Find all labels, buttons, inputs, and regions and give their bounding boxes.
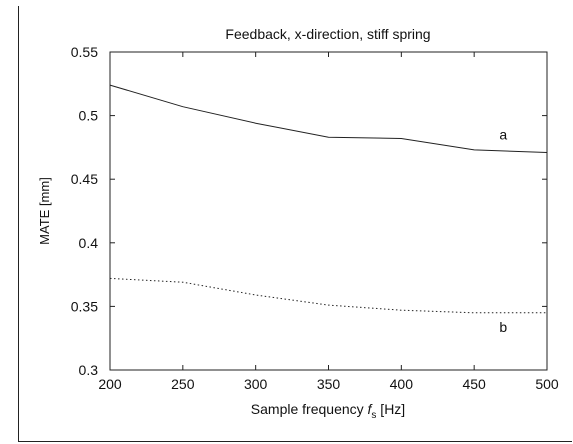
axis-ticks xyxy=(109,51,548,371)
y-tick-label: 0.45 xyxy=(71,171,98,187)
x-tick-label: 400 xyxy=(390,376,414,392)
series-line-b xyxy=(109,277,547,314)
y-tick-label: 0.5 xyxy=(79,108,99,124)
series-label-b: b xyxy=(499,319,507,335)
series-layer: ab xyxy=(109,84,548,335)
y-tick-label: 0.55 xyxy=(71,44,98,60)
x-tick-label: 200 xyxy=(98,376,122,392)
x-tick-label: 450 xyxy=(462,376,486,392)
x-tick-label: 300 xyxy=(244,376,268,392)
y-axis-label: MATE [mm] xyxy=(37,177,52,245)
plot-area xyxy=(109,51,548,371)
y-tick-label: 0.35 xyxy=(71,298,98,314)
chart-title: Feedback, x-direction, stiff spring xyxy=(225,26,430,42)
x-tick-label: 350 xyxy=(317,376,341,392)
y-tick-label: 0.3 xyxy=(79,362,99,378)
figure-frame xyxy=(18,6,572,442)
x-tick-label: 500 xyxy=(535,376,559,392)
series-label-a: a xyxy=(499,127,507,143)
y-tick-label: 0.4 xyxy=(79,235,99,251)
x-tick-label: 250 xyxy=(171,376,195,392)
tick-labels: 200 250 300 350 400 450 500 0.3 0.35 0.4 0.45 0.5 0.… xyxy=(71,44,559,392)
x-axis-label: Sample frequency fs [Hz] xyxy=(251,401,405,421)
series-line-a xyxy=(109,84,548,153)
